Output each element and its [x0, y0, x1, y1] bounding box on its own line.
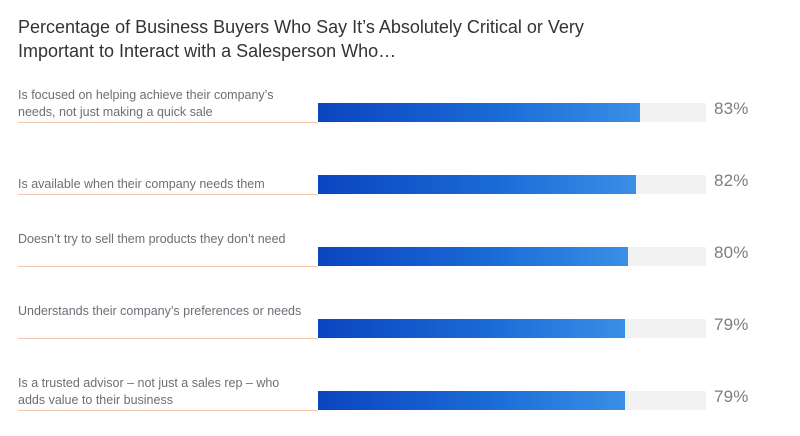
- data-label: 79%: [714, 315, 749, 334]
- row-divider: [18, 410, 318, 411]
- bar-row: Understands their company’s preferences …: [0, 284, 800, 356]
- row-divider: [18, 122, 318, 123]
- bar: [318, 319, 625, 338]
- category-label: Doesn’t try to sell them products they d…: [18, 232, 286, 246]
- row-divider: [18, 194, 318, 195]
- category-label: Is a trusted advisor – not just a sales …: [18, 376, 280, 407]
- bar: [318, 103, 640, 122]
- row-divider: [18, 266, 318, 267]
- bar: [318, 391, 625, 410]
- chart-title: Percentage of Business Buyers Who Say It…: [18, 17, 584, 61]
- category-label: Is available when their company needs th…: [18, 177, 265, 191]
- data-label: 80%: [714, 243, 749, 262]
- bar-track: [318, 103, 706, 122]
- bar-track: [318, 319, 706, 338]
- category-label: Is focused on helping achieve their comp…: [18, 88, 274, 119]
- bar-row: Doesn’t try to sell them products they d…: [0, 212, 800, 284]
- bar-row: Is focused on helping achieve their comp…: [0, 68, 800, 140]
- bar-track: [318, 247, 706, 266]
- category-label: Understands their company’s preferences …: [18, 304, 302, 318]
- row-divider: [18, 338, 318, 339]
- data-label: 83%: [714, 99, 749, 118]
- bar: [318, 175, 637, 194]
- data-label: 79%: [714, 387, 749, 406]
- bar-row: Is available when their company needs th…: [0, 140, 800, 212]
- bar-row: Is a trusted advisor – not just a sales …: [0, 356, 800, 428]
- bar: [318, 247, 629, 266]
- bar-track: [318, 391, 706, 410]
- data-label: 82%: [714, 171, 749, 190]
- bar-track: [318, 175, 706, 194]
